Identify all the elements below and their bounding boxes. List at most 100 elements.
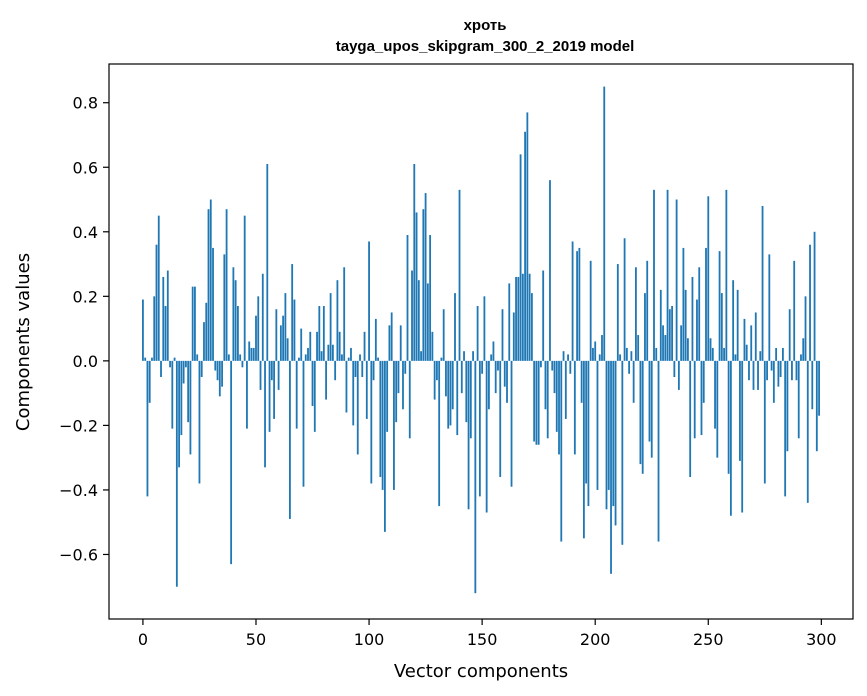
bar <box>603 86 606 361</box>
bar <box>662 325 664 361</box>
bar <box>406 235 409 361</box>
y-tick-label: −0.4 <box>59 481 98 500</box>
bar <box>255 315 257 361</box>
bar <box>802 338 805 361</box>
bar <box>458 189 461 361</box>
bar <box>815 360 818 452</box>
bar <box>359 354 361 361</box>
bar <box>329 293 332 361</box>
bar <box>671 306 673 361</box>
bar <box>216 360 219 381</box>
bar <box>230 360 233 565</box>
bar <box>732 280 735 361</box>
bar <box>779 360 782 377</box>
bar <box>293 299 296 361</box>
bar <box>225 209 228 361</box>
bar <box>795 360 798 381</box>
bar <box>483 296 486 361</box>
bar <box>549 180 551 361</box>
bar <box>576 251 579 361</box>
bar <box>587 360 590 507</box>
bar <box>203 322 205 361</box>
bar <box>467 360 470 510</box>
bar <box>800 354 802 361</box>
bar <box>804 296 807 361</box>
bar <box>336 280 339 361</box>
bar <box>436 360 438 381</box>
bar <box>171 360 174 429</box>
bar <box>630 351 633 361</box>
bar <box>582 360 585 539</box>
x-axis-label: Vector components <box>394 661 568 682</box>
bar <box>415 212 418 361</box>
bar <box>169 360 171 368</box>
x-tick-label: 100 <box>354 630 385 649</box>
bar <box>243 215 246 361</box>
bar <box>345 360 348 413</box>
bar <box>426 283 429 361</box>
bar <box>596 360 599 490</box>
bar <box>178 360 181 468</box>
bar <box>223 254 226 361</box>
bar <box>148 360 151 403</box>
bar <box>313 360 316 432</box>
bar <box>214 360 217 371</box>
bar <box>555 360 558 432</box>
bar <box>282 315 285 361</box>
bar <box>239 354 242 361</box>
bar <box>431 331 434 361</box>
bar <box>456 360 459 436</box>
bar <box>445 360 447 397</box>
bar <box>390 312 393 361</box>
bar <box>420 351 422 361</box>
bar <box>234 280 237 361</box>
bar <box>592 347 594 361</box>
bar <box>198 360 201 484</box>
bar <box>277 360 280 390</box>
bar <box>465 360 468 423</box>
bar <box>657 360 660 542</box>
bar <box>797 360 800 439</box>
bar <box>625 347 628 361</box>
bar <box>309 331 312 361</box>
bar <box>707 196 710 361</box>
bar <box>472 351 474 361</box>
bar <box>397 360 400 394</box>
bar <box>266 164 269 361</box>
bar <box>438 360 441 507</box>
bar <box>499 360 502 478</box>
bar <box>607 360 610 490</box>
bar <box>411 270 413 361</box>
bar <box>806 360 809 503</box>
bar <box>275 309 278 361</box>
bar <box>350 347 352 361</box>
y-tick-label: −0.2 <box>59 416 98 435</box>
bar <box>562 351 565 361</box>
bar <box>564 360 567 419</box>
bar <box>739 360 741 461</box>
bar <box>759 351 762 361</box>
bars-group <box>142 86 820 594</box>
x-tick-label: 200 <box>580 630 611 649</box>
bar <box>352 360 355 426</box>
bar <box>757 360 759 390</box>
bar <box>571 241 574 361</box>
bar <box>460 360 463 394</box>
bar <box>741 360 744 513</box>
bar <box>580 360 583 403</box>
y-tick-label: 0.4 <box>73 223 98 242</box>
bar <box>469 360 472 439</box>
bar <box>632 360 635 403</box>
bar <box>628 360 631 374</box>
bar <box>451 360 454 410</box>
bar <box>331 344 334 361</box>
bar <box>368 241 370 361</box>
bar <box>322 306 325 361</box>
bar <box>546 360 549 439</box>
bar <box>813 231 816 361</box>
x-tick-label: 50 <box>246 630 266 649</box>
bar <box>644 293 646 361</box>
bar <box>646 260 649 361</box>
bar <box>725 189 728 361</box>
